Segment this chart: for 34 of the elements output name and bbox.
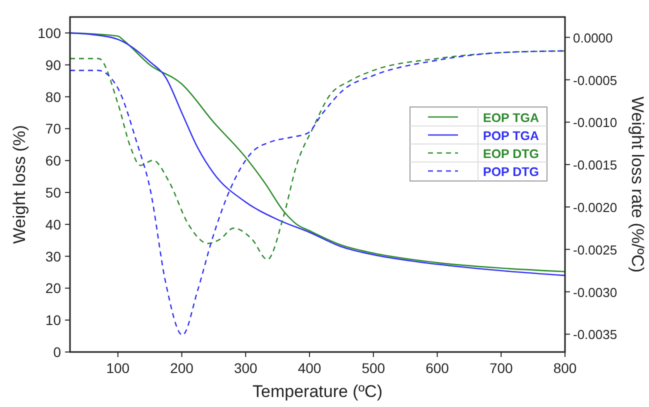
y-tick-label: 80 [45,88,62,105]
legend-label: POP TGA [483,129,540,143]
y-tick-label: 0 [53,344,62,360]
y2-axis-title: Weight loss rate (%/ºC) [628,96,647,272]
y-tick-label: 100 [38,24,62,41]
y2-tick-label: -0.0005 [573,72,618,88]
legend-label: POP DTG [483,165,540,179]
x-tick-label: 600 [426,360,450,376]
y-tick-label: 50 [45,184,62,200]
y2-tick-label: -0.0030 [573,284,618,300]
y2-tick-label: -0.0010 [573,115,618,130]
x-tick-label: 100 [106,360,130,376]
y-tick-label: 10 [45,312,62,328]
x-tick-label: 700 [489,360,514,376]
y-tick-label: 20 [45,280,62,296]
y2-tick-label: 0.0000 [573,30,613,46]
y-tick-label: 40 [45,216,62,232]
x-tick-label: 300 [234,360,258,376]
y-tick-label: 60 [45,152,62,169]
legend-label: EOP TGA [483,111,540,125]
y-tick-label: 70 [45,120,62,137]
x-tick-label: 500 [362,360,386,376]
y2-tick-label: -0.0020 [573,200,618,215]
y-tick-label: 30 [45,248,62,264]
y-tick-label: 90 [45,56,62,73]
x-tick-label: 800 [553,360,577,376]
y2-tick-label: -0.0025 [573,242,618,258]
legend-label: EOP DTG [483,147,540,161]
x-tick-label: 400 [298,360,322,376]
y2-tick-label: -0.0035 [573,327,618,342]
x-axis-title: Temperature (ºC) [252,382,382,401]
y2-tick-label: -0.0015 [573,158,618,173]
x-tick-label: 200 [170,360,194,376]
y-axis-title: Weight loss (%) [10,125,29,244]
